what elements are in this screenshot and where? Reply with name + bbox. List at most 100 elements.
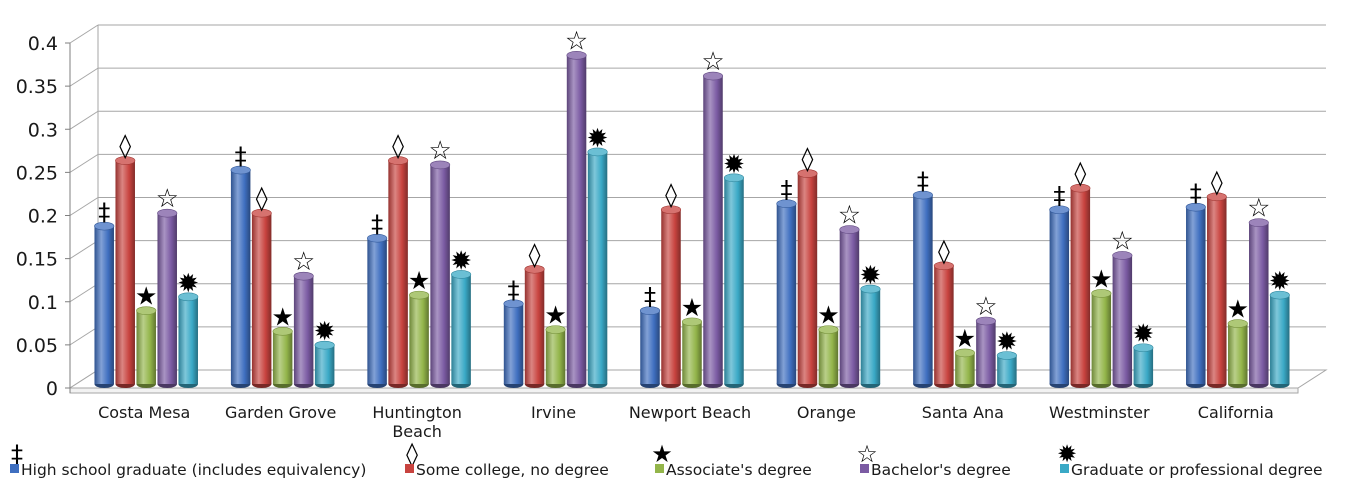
bar-marker: ◊ — [1074, 159, 1086, 187]
legend-item: ◊Some college, no degree — [405, 440, 609, 479]
bar — [975, 316, 996, 388]
bar-top — [797, 169, 818, 178]
bar-marker: ‡ — [780, 176, 792, 204]
legend-label: Associate's degree — [666, 461, 812, 479]
bar — [587, 147, 608, 388]
bar — [996, 351, 1017, 388]
bar-top — [178, 292, 199, 302]
bar-marker: ★ — [544, 301, 566, 330]
bar-body — [587, 151, 608, 384]
bar-marker: ‡ — [644, 283, 656, 311]
bar-body — [976, 321, 996, 384]
bar — [545, 325, 566, 388]
gridline-depth — [69, 197, 99, 216]
series-markers: ‡◊★☆✹‡◊★☆✹‡◊★☆✹‡◊★☆✹‡◊★☆✹‡◊★☆✹‡◊★☆✹‡◊★☆✹… — [98, 26, 1290, 357]
bar-marker: ✹ — [1269, 267, 1291, 297]
bar-top — [860, 284, 881, 294]
bar — [933, 261, 954, 388]
bar-body — [409, 295, 429, 384]
bar — [1227, 319, 1248, 388]
x-category-label: Newport Beach — [629, 403, 751, 422]
legend-label: Some college, no degree — [416, 461, 609, 479]
legend-marker: ‡ — [11, 440, 23, 468]
bar-top — [954, 348, 975, 358]
bar-top — [723, 173, 745, 183]
bar-body — [1133, 347, 1154, 384]
bar-body — [1070, 188, 1091, 384]
x-category-label: Orange — [797, 403, 856, 422]
x-category-label: Costa Mesa — [98, 403, 190, 422]
legend-item: ★Associate's degree — [651, 440, 812, 479]
bar — [1070, 183, 1091, 388]
bar-body — [178, 296, 198, 384]
bar-body — [293, 276, 314, 384]
bar-top — [1185, 202, 1206, 212]
bar-top — [1248, 218, 1269, 227]
bar-marker: ◊ — [665, 181, 677, 209]
bar — [1206, 192, 1227, 388]
bar-marker: ‡ — [1053, 182, 1065, 210]
legend-item: ✹Graduate or professional degree — [1057, 440, 1323, 479]
bar-top — [1206, 192, 1227, 202]
y-tick-label: 0.3 — [28, 119, 58, 141]
legend-swatch — [405, 464, 414, 473]
gridline-depth — [69, 153, 99, 173]
bars — [94, 51, 1290, 388]
gridline-depth — [69, 240, 99, 260]
bar-marker: ‡ — [1190, 179, 1202, 207]
bar-marker: ‡ — [235, 142, 247, 170]
x-category-label: Santa Ana — [922, 403, 1004, 422]
bar — [797, 169, 818, 388]
y-tick-label: 0.15 — [16, 249, 58, 271]
y-tick-label: 0.2 — [28, 206, 58, 228]
bar-top — [451, 270, 472, 279]
bar — [230, 165, 251, 388]
bar — [251, 208, 272, 388]
bar — [954, 348, 975, 388]
bar — [115, 156, 136, 388]
gridline-depth — [69, 67, 99, 87]
bar-marker: ✹ — [860, 261, 882, 291]
bar-top — [367, 233, 388, 243]
y-tick-label: 0.1 — [28, 292, 58, 314]
bar-marker: ☆ — [428, 136, 451, 166]
bar — [367, 233, 388, 388]
bar-top — [251, 208, 272, 218]
bar — [566, 51, 587, 388]
bar — [430, 160, 451, 388]
bar-body — [272, 331, 293, 384]
bar-body — [1112, 255, 1133, 384]
bar-marker: ★ — [681, 293, 703, 322]
bar-body — [724, 177, 744, 384]
bar-top — [818, 325, 839, 334]
bar — [1049, 205, 1070, 388]
legend-swatch — [860, 464, 869, 473]
x-category-label: Irvine — [531, 403, 576, 422]
bar-top — [776, 199, 797, 208]
bar-top — [272, 327, 293, 336]
bar-marker: ◊ — [802, 145, 814, 173]
bar — [409, 290, 430, 388]
bar-top — [503, 299, 524, 309]
bar-body — [136, 310, 156, 384]
bar-top — [1070, 183, 1091, 193]
bar — [776, 199, 797, 388]
bar-top — [1133, 343, 1154, 353]
bar — [1112, 251, 1133, 388]
y-tick-label: 0.4 — [28, 33, 58, 55]
bar-top — [975, 316, 996, 326]
bar-top — [430, 160, 451, 170]
gridline-depth — [69, 283, 99, 303]
bar-marker: ★ — [817, 301, 839, 330]
legend-swatch — [655, 464, 664, 473]
bar-top — [545, 325, 566, 334]
bar-marker: ★ — [271, 302, 293, 331]
bar — [839, 225, 860, 388]
bar — [451, 270, 472, 388]
bar — [1248, 218, 1269, 388]
bar-body — [1186, 207, 1206, 384]
bar — [503, 299, 524, 388]
bar-body — [566, 55, 587, 384]
bar-top — [115, 156, 136, 165]
